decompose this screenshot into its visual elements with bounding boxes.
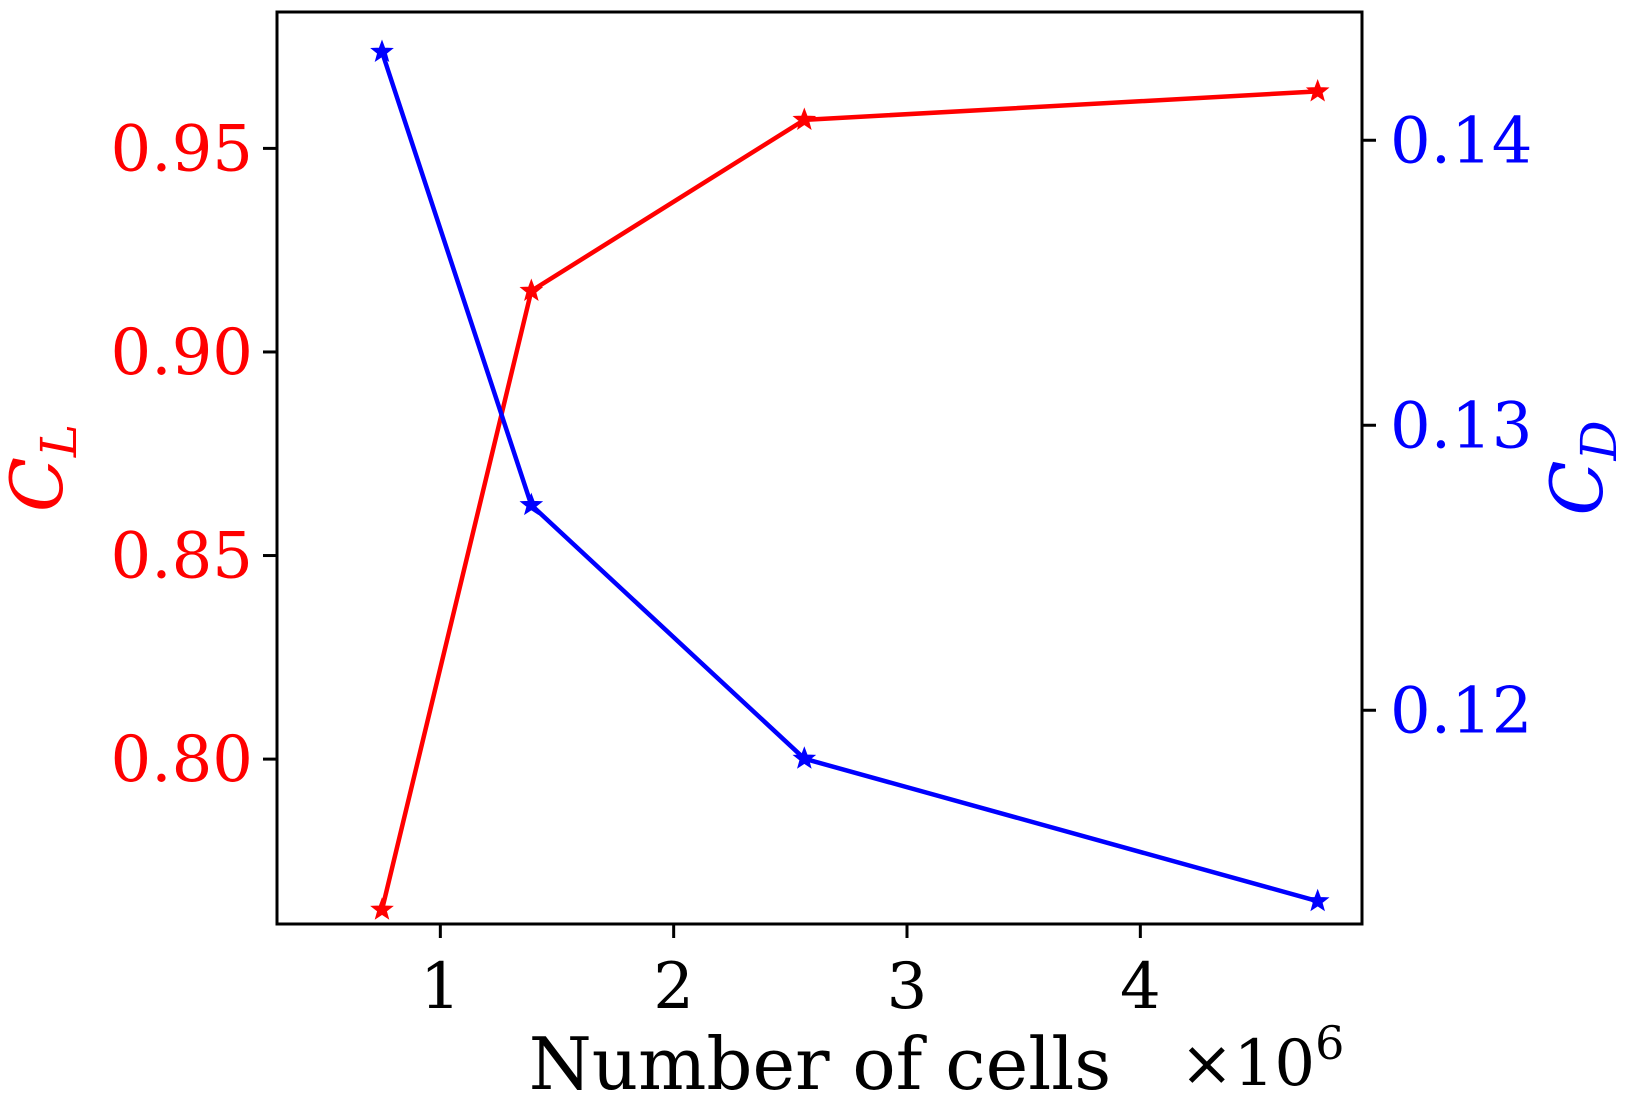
x-multiplier-exponent: 6 bbox=[1315, 1016, 1344, 1070]
cd-data-point bbox=[370, 39, 394, 62]
right-y-label-symbol: C bbox=[1535, 461, 1619, 516]
left-y-tick-label: 0.90 bbox=[111, 316, 254, 390]
x-tick-label: 3 bbox=[887, 950, 928, 1024]
right-y-tick-label: 0.12 bbox=[1390, 674, 1533, 748]
left-y-tick-label: 0.95 bbox=[111, 112, 254, 186]
left-y-tick-label: 0.85 bbox=[111, 520, 254, 594]
right-y-axis-ticks: 0.12 0.13 0.14 bbox=[1362, 104, 1533, 748]
left-y-tick-label: 0.80 bbox=[111, 723, 254, 797]
x-axis-multiplier: ×106 bbox=[1180, 1016, 1344, 1096]
cd-data-point bbox=[792, 746, 817, 769]
x-axis-label: Number of cells bbox=[529, 1022, 1111, 1096]
right-y-label-subscript: D bbox=[1570, 420, 1628, 461]
cl-data-point bbox=[792, 107, 817, 130]
x-tick-label: 4 bbox=[1120, 950, 1161, 1024]
plot-frame bbox=[275, 10, 1364, 926]
cl-series-line bbox=[379, 89, 1318, 911]
x-axis-ticks: 1 2 3 4 bbox=[420, 924, 1161, 1024]
left-y-label-symbol: C bbox=[0, 457, 79, 512]
cd-series-line bbox=[379, 51, 1319, 904]
left-y-axis-label: CL bbox=[0, 424, 88, 512]
cl-data-point bbox=[519, 278, 544, 301]
x-tick-label: 1 bbox=[420, 950, 461, 1024]
cl-data-point bbox=[1305, 78, 1330, 102]
left-y-axis-ticks: 0.80 0.85 0.90 0.95 bbox=[111, 112, 277, 797]
cd-data-point bbox=[519, 492, 544, 516]
cl-data-point bbox=[370, 897, 394, 920]
left-y-label-subscript: L bbox=[30, 424, 88, 458]
cd-data-point bbox=[1305, 888, 1330, 912]
x-multiplier-base: ×10 bbox=[1180, 1027, 1315, 1096]
x-tick-label: 2 bbox=[653, 950, 694, 1024]
right-y-axis-label: CD bbox=[1535, 420, 1628, 515]
series-layer bbox=[370, 39, 1330, 920]
right-y-tick-label: 0.14 bbox=[1390, 104, 1533, 178]
right-y-tick-label: 0.13 bbox=[1390, 389, 1533, 463]
